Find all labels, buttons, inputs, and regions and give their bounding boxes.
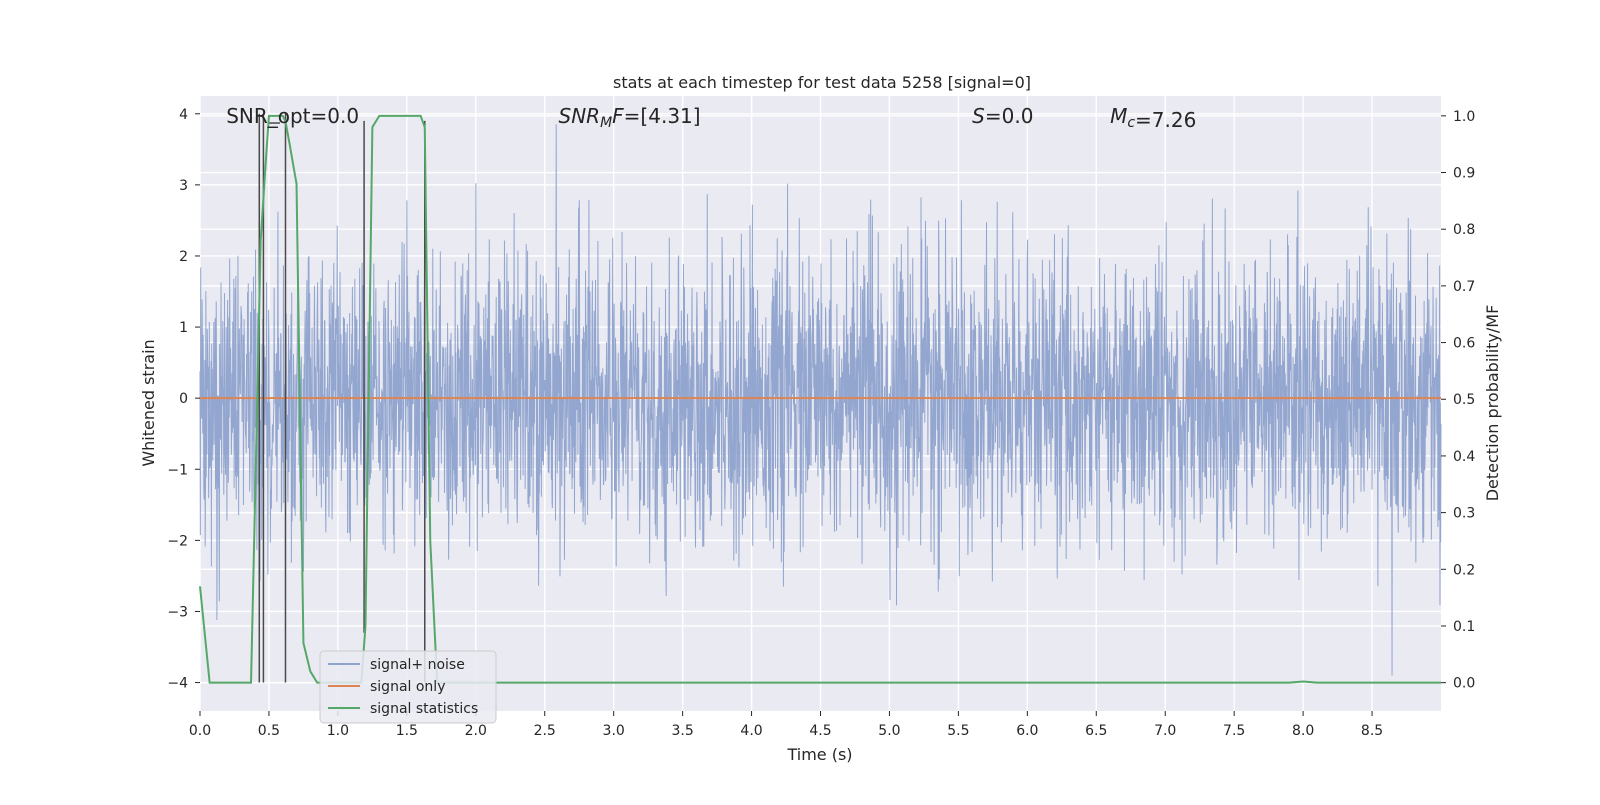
legend-entry: signal statistics <box>370 701 478 717</box>
legend-entry: signal+ noise <box>370 657 465 673</box>
x-tick-label: 6.0 <box>1016 723 1038 739</box>
y2-axis-label: Detection probability/MF <box>1483 305 1502 502</box>
x-tick-label: 3.0 <box>603 723 625 739</box>
y2-tick-label: 1.0 <box>1453 109 1475 125</box>
legend: signal+ noise signal only signal statistic… <box>319 650 497 724</box>
x-tick-label: 4.5 <box>809 723 831 739</box>
y-tick-label: 0 <box>179 391 188 407</box>
y-axis-label: Whitened strain <box>139 339 158 466</box>
y-tick-label: −2 <box>167 533 188 549</box>
annotation: SNRMF=[4.31] <box>559 104 701 131</box>
x-tick-label: 2.0 <box>465 723 487 739</box>
y2-tick-label: 0.7 <box>1453 279 1475 295</box>
vertical-markers <box>258 113 426 683</box>
y-ticks: 4 3 2 1 0 −1 −2 −3 −4 <box>167 107 200 692</box>
annotation: SNR_opt=0.0 <box>226 104 359 128</box>
x-tick-label: 8.0 <box>1292 723 1314 739</box>
y-tick-label: −4 <box>167 676 188 692</box>
x-tick-label: 2.5 <box>534 723 556 739</box>
y2-tick-label: 0.5 <box>1453 392 1475 408</box>
annotation: S=0.0 <box>972 104 1033 128</box>
signal-plus-noise-series <box>199 124 1442 676</box>
y2-tick-label: 0.2 <box>1453 562 1475 578</box>
x-tick-label: 4.0 <box>740 723 762 739</box>
annotations: SNR_opt=0.0 SNRMF=[4.31] S=0.0 Mc=7.26 <box>226 104 1196 132</box>
x-tick-label: 5.0 <box>878 723 900 739</box>
annotation-part: M <box>1110 104 1127 128</box>
y2-tick-label: 0.9 <box>1453 166 1475 182</box>
y-tick-label: −3 <box>167 604 188 620</box>
legend-entry: signal only <box>370 679 445 695</box>
x-tick-label: 6.5 <box>1085 723 1107 739</box>
y2-tick-label: 0.1 <box>1453 619 1475 635</box>
y2-tick-label: 0.4 <box>1453 449 1475 465</box>
legend-box <box>319 650 497 724</box>
annotation-part: SNR <box>559 104 601 128</box>
x-tick-label: 1.0 <box>327 723 349 739</box>
y-tick-label: 3 <box>179 178 188 194</box>
annotation-part: S <box>972 104 985 128</box>
x-tick-label: 5.5 <box>947 723 969 739</box>
x-tick-label: 0.0 <box>189 723 211 739</box>
y-tick-label: −1 <box>167 462 188 478</box>
x-tick-label: 7.5 <box>1223 723 1245 739</box>
y-tick-label: 2 <box>179 249 188 265</box>
annotation-part: =[4.31] <box>624 104 701 128</box>
x-axis-label: Time (s) <box>786 745 852 764</box>
annotation-part: =0.0 <box>985 104 1034 128</box>
x-tick-label: 8.5 <box>1361 723 1383 739</box>
x-tick-label: 1.5 <box>396 723 418 739</box>
y2-ticks: 1.0 0.9 0.8 0.7 0.6 0.5 0.4 0.3 0.2 0.1 0.0 <box>1441 109 1475 692</box>
y-tick-label: 4 <box>179 107 188 123</box>
annotation-part: F <box>612 104 624 128</box>
y2-tick-label: 0.6 <box>1453 336 1475 352</box>
x-ticks: 0.0 0.5 1.0 1.5 2.0 2.5 3.0 3.5 4.0 4.5 5.0 5.5 6.0 6… <box>189 711 1383 739</box>
x-tick-label: 0.5 <box>258 723 280 739</box>
y-tick-label: 1 <box>179 320 188 336</box>
y2-tick-label: 0.3 <box>1453 506 1475 522</box>
signal-plus-noise-line <box>199 124 1442 676</box>
chart-title: stats at each timestep for test data 525… <box>613 73 1031 92</box>
annotation-part: c <box>1127 115 1135 131</box>
annotation-part: =7.26 <box>1135 108 1196 132</box>
annotation-part: M <box>600 115 612 131</box>
x-tick-label: 7.0 <box>1154 723 1176 739</box>
annotation: Mc=7.26 <box>1110 104 1196 132</box>
y2-tick-label: 0.0 <box>1453 676 1475 692</box>
x-tick-label: 3.5 <box>671 723 693 739</box>
y2-tick-label: 0.8 <box>1453 222 1475 238</box>
